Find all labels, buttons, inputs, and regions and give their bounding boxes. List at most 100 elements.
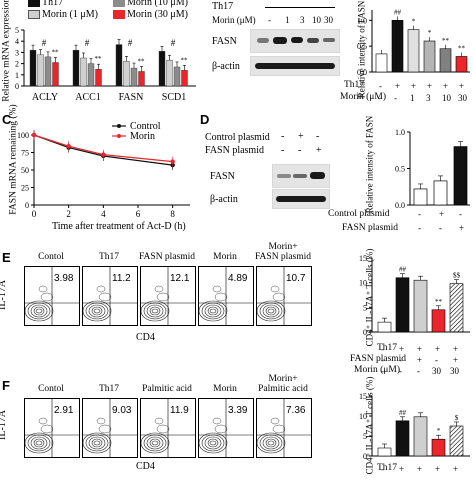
y-tick-label: 15: [359, 254, 367, 263]
header-dose-1: 1: [285, 15, 290, 25]
panel-letter-f: F: [2, 378, 10, 393]
contour-plot: [83, 399, 137, 457]
blot-label-fasn-b: FASN: [212, 36, 237, 47]
blot-fasn-d: [272, 164, 330, 188]
category-label: ACC1: [75, 92, 101, 103]
blot-band: [310, 172, 325, 179]
legend-label: Morin: [130, 131, 155, 142]
contour-ring: [141, 432, 170, 454]
y-tick-label: 0.0: [357, 68, 367, 77]
condition-sign: +: [399, 344, 405, 354]
y-tick-label: 0.5: [395, 165, 405, 174]
legend-label-morin10: Morin (10 μM): [127, 0, 188, 8]
quadrant-value: 3.39: [228, 405, 248, 416]
contour-ring: [149, 306, 161, 316]
condition-title: Morin+ FASN plasmid: [254, 242, 312, 262]
contour-ring: [262, 304, 280, 318]
legend-swatch-morin1: [28, 10, 40, 19]
condition-sign: 30: [450, 366, 459, 376]
condition-sign: -: [399, 355, 402, 365]
quadrant-value: 12.1: [170, 273, 190, 284]
contour-ring: [265, 306, 277, 316]
blot-label-fasn-d: FASN: [210, 171, 235, 182]
f-row-th17: Th17: [377, 463, 398, 473]
y-tick-label: 10: [359, 279, 367, 288]
row-label-morin-b: Morin (μM): [340, 92, 386, 102]
contour-ring: [146, 436, 164, 450]
legend-label-th17: Th17: [42, 0, 64, 8]
blot-band: [293, 174, 307, 178]
xlabel-c: Time after treatment of Act-D (h): [52, 221, 186, 232]
contour-plot: [199, 399, 253, 457]
legend-swatch-morin30: [113, 10, 125, 19]
condition-sign: -: [381, 344, 384, 354]
contour-ring: [154, 285, 164, 293]
contour-ring: [270, 417, 280, 425]
y-tick-label: 50: [21, 166, 29, 175]
legend-label: Control: [130, 121, 161, 132]
x-tick-label: 2: [66, 209, 71, 219]
contour-plot: [199, 267, 253, 325]
header-line-b: [265, 7, 335, 8]
y-tick-label: 5: [15, 26, 19, 35]
condition-title: Morin: [213, 384, 237, 394]
y-tick-label: 0: [25, 201, 29, 210]
contour-ring: [154, 417, 164, 425]
bar-row2-sign-0: -: [418, 223, 421, 233]
condition-sign: +: [417, 464, 423, 474]
condition-title: Contol: [38, 384, 64, 394]
contour-ring: [214, 424, 228, 434]
x-tick-label: 8: [170, 209, 175, 219]
quadrant-value: 2.91: [54, 405, 74, 416]
contour-ring: [212, 417, 222, 425]
blot-band: [277, 174, 291, 178]
bar-row2-sign-2: +: [459, 223, 465, 233]
quadrant-value: 9.03: [112, 405, 132, 416]
series-line: [33, 134, 173, 166]
x-tick-label: 4: [101, 209, 106, 219]
category-label: SCD1: [162, 92, 186, 103]
row2-label-d: FASN plasmid: [205, 145, 264, 156]
th17-sign: +: [443, 81, 449, 91]
row-label-th17-b: Th17: [344, 80, 365, 90]
bar-row1-sign-2: -: [459, 209, 462, 219]
chart-e: 0 5 10 15 ## ** $$: [359, 254, 470, 337]
legend-swatch-th17: [28, 0, 40, 7]
y-tick-label: 100: [17, 131, 29, 140]
condition-sign: +: [453, 344, 459, 354]
contour-ring: [272, 292, 286, 302]
legend-label-morin1: Morin (1 μM): [42, 9, 98, 20]
condition-title: Th17: [98, 252, 120, 262]
e-row-fasn: FASN plasmid: [350, 354, 407, 364]
contour-ring: [204, 436, 222, 450]
condition-title: Th17: [98, 384, 120, 394]
header-morin-b: Morin (μM): [212, 15, 256, 25]
contour-ring: [40, 424, 54, 434]
contour-ring: [33, 438, 45, 448]
contour-ring: [25, 300, 54, 322]
y-tick-label: 5: [363, 432, 367, 441]
flow-plot: 4.89: [198, 266, 254, 326]
y-tick-label: 2: [15, 60, 19, 69]
bar-row1-sign-0: -: [418, 209, 421, 219]
contour-ring: [91, 306, 103, 316]
condition-title: Morin: [213, 252, 237, 262]
quadrant-value: 11.9: [170, 405, 189, 416]
blot-label-actin-d: β-actin: [210, 194, 238, 205]
y-tick-label: 4: [15, 37, 19, 46]
contour-ring: [204, 304, 222, 318]
contour-ring: [93, 440, 101, 446]
contour-ring: [272, 424, 286, 434]
condition-sign: -: [381, 464, 384, 474]
legend-a: Th17 Morin (1 μM) Morin (10 μM) Morin (3…: [0, 0, 200, 22]
legend-marker: [117, 134, 121, 138]
annot-star: *: [437, 427, 441, 435]
contour-ring: [25, 432, 54, 454]
condition-sign: +: [435, 464, 441, 474]
annot-star: **: [442, 37, 450, 45]
legend-marker: [117, 124, 121, 128]
contour-ring: [151, 308, 159, 314]
row2-sign-d-1: -: [298, 145, 302, 156]
condition-sign: +: [453, 355, 459, 365]
y-tick-label: 25: [21, 184, 29, 193]
